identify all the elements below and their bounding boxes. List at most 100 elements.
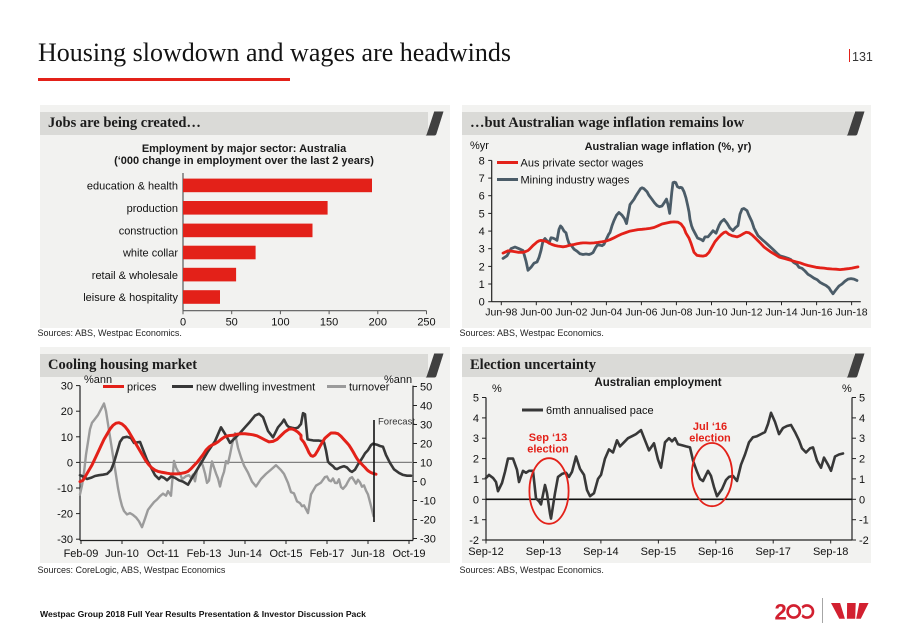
svg-text:Jun-04: Jun-04 xyxy=(590,307,622,319)
svg-text:Jun-18: Jun-18 xyxy=(836,307,868,319)
svg-text:2: 2 xyxy=(775,601,787,623)
svg-text:-10: -10 xyxy=(57,483,73,495)
svg-text:-30: -30 xyxy=(420,534,436,546)
svg-text:(‘000 change in employment ove: (‘000 change in employment over the last… xyxy=(114,155,374,167)
svg-text:%: % xyxy=(492,383,502,395)
svg-text:6mth annualised pace: 6mth annualised pace xyxy=(546,405,654,417)
svg-text:5: 5 xyxy=(473,393,479,405)
svg-text:Sep-13: Sep-13 xyxy=(526,546,561,558)
svg-text:6: 6 xyxy=(479,191,485,203)
svg-text:200: 200 xyxy=(369,317,387,328)
svg-text:4: 4 xyxy=(479,226,485,238)
svg-text:Jun-02: Jun-02 xyxy=(555,307,587,319)
svg-text:Sep ‘13: Sep ‘13 xyxy=(529,432,568,444)
svg-text:turnover: turnover xyxy=(349,382,390,394)
svg-text:Jun-08: Jun-08 xyxy=(660,307,692,319)
svg-text:-10: -10 xyxy=(420,496,436,508)
svg-text:Sep-16: Sep-16 xyxy=(698,546,733,558)
svg-text:%ann: %ann xyxy=(384,374,412,386)
svg-text:Forecast: Forecast xyxy=(378,417,415,428)
svg-text:Jun-10: Jun-10 xyxy=(105,548,139,560)
svg-text:-20: -20 xyxy=(57,509,73,521)
svg-text:Oct-11: Oct-11 xyxy=(147,548,179,560)
svg-text:Sep-18: Sep-18 xyxy=(813,546,848,558)
svg-text:-2: -2 xyxy=(469,535,479,547)
svg-text:Jun-14: Jun-14 xyxy=(228,548,262,560)
svg-text:%: % xyxy=(842,383,852,395)
svg-text:50: 50 xyxy=(226,317,238,328)
svg-text:2: 2 xyxy=(479,261,485,273)
svg-text:4: 4 xyxy=(859,413,865,425)
svg-text:0: 0 xyxy=(479,297,485,309)
svg-text:1: 1 xyxy=(473,474,479,486)
svg-text:40: 40 xyxy=(420,401,432,413)
svg-text:10: 10 xyxy=(61,432,73,444)
svg-text:Australian employment: Australian employment xyxy=(594,377,721,389)
svg-text:Jun-12: Jun-12 xyxy=(730,307,762,319)
svg-text:production: production xyxy=(127,203,178,215)
svg-text:retail & wholesale: retail & wholesale xyxy=(92,270,178,282)
svg-text:Mining industry wages: Mining industry wages xyxy=(521,175,630,187)
svg-text:Jul ‘16: Jul ‘16 xyxy=(693,421,727,433)
svg-text:-30: -30 xyxy=(57,534,73,546)
svg-text:20: 20 xyxy=(420,439,432,451)
svg-text:education & health: education & health xyxy=(87,181,178,193)
svg-text:Sep-15: Sep-15 xyxy=(641,546,676,558)
svg-text:Feb-09: Feb-09 xyxy=(64,548,99,560)
svg-text:50: 50 xyxy=(420,382,432,394)
svg-text:4: 4 xyxy=(473,413,479,425)
svg-text:Feb-13: Feb-13 xyxy=(187,548,222,560)
svg-text:100: 100 xyxy=(271,317,289,328)
svg-text:Oct-15: Oct-15 xyxy=(269,548,302,560)
svg-text:8: 8 xyxy=(479,155,485,167)
svg-text:%ann: %ann xyxy=(84,374,112,386)
svg-text:0: 0 xyxy=(420,477,426,489)
svg-text:Jun-14: Jun-14 xyxy=(765,307,797,319)
svg-text:leisure & hospitality: leisure & hospitality xyxy=(83,292,178,304)
svg-text:0: 0 xyxy=(473,494,479,506)
svg-text:white collar: white collar xyxy=(122,248,178,260)
svg-text:2: 2 xyxy=(859,454,865,466)
svg-text:Sep-12: Sep-12 xyxy=(468,546,503,558)
svg-text:20: 20 xyxy=(61,406,73,418)
svg-text:%yr: %yr xyxy=(470,140,489,152)
svg-text:30: 30 xyxy=(61,381,73,393)
svg-text:Jun-98: Jun-98 xyxy=(485,307,517,319)
svg-text:Oct-19: Oct-19 xyxy=(392,548,425,560)
svg-text:3: 3 xyxy=(859,433,865,445)
svg-text:1: 1 xyxy=(479,279,485,291)
svg-text:Sep-17: Sep-17 xyxy=(755,546,790,558)
svg-text:5: 5 xyxy=(479,208,485,220)
svg-text:0: 0 xyxy=(859,494,865,506)
svg-text:30: 30 xyxy=(420,420,432,432)
svg-text:7: 7 xyxy=(479,173,485,185)
svg-text:Feb-17: Feb-17 xyxy=(310,548,345,560)
svg-text:election: election xyxy=(689,433,731,445)
svg-text:election: election xyxy=(527,444,569,456)
svg-text:-20: -20 xyxy=(420,515,436,527)
svg-text:Jun-10: Jun-10 xyxy=(695,307,727,319)
svg-text:250: 250 xyxy=(417,317,435,328)
svg-text:10: 10 xyxy=(420,458,432,470)
svg-text:150: 150 xyxy=(320,317,338,328)
svg-text:2: 2 xyxy=(473,454,479,466)
svg-text:prices: prices xyxy=(127,382,157,394)
svg-text:construction: construction xyxy=(119,226,178,238)
svg-text:0: 0 xyxy=(180,317,186,328)
svg-text:1: 1 xyxy=(859,474,865,486)
svg-text:3: 3 xyxy=(473,433,479,445)
svg-text:-1: -1 xyxy=(859,515,869,527)
svg-text:Australian wage inflation (%,: Australian wage inflation (%, yr) xyxy=(585,141,752,153)
svg-text:Jun-16: Jun-16 xyxy=(801,307,833,319)
svg-text:Jun-06: Jun-06 xyxy=(625,307,657,319)
svg-text:3: 3 xyxy=(479,244,485,256)
svg-text:-2: -2 xyxy=(859,535,869,547)
svg-text:Aus private sector wages: Aus private sector wages xyxy=(521,158,644,170)
svg-text:Jun-00: Jun-00 xyxy=(520,307,552,319)
svg-text:Employment by major sector: Au: Employment by major sector: Australia xyxy=(142,143,347,155)
svg-text:0: 0 xyxy=(67,457,73,469)
svg-text:Sep-14: Sep-14 xyxy=(583,546,618,558)
svg-text:Jun-18: Jun-18 xyxy=(351,548,385,560)
svg-text:-1: -1 xyxy=(469,515,479,527)
svg-text:new dwelling investment: new dwelling investment xyxy=(196,382,315,394)
